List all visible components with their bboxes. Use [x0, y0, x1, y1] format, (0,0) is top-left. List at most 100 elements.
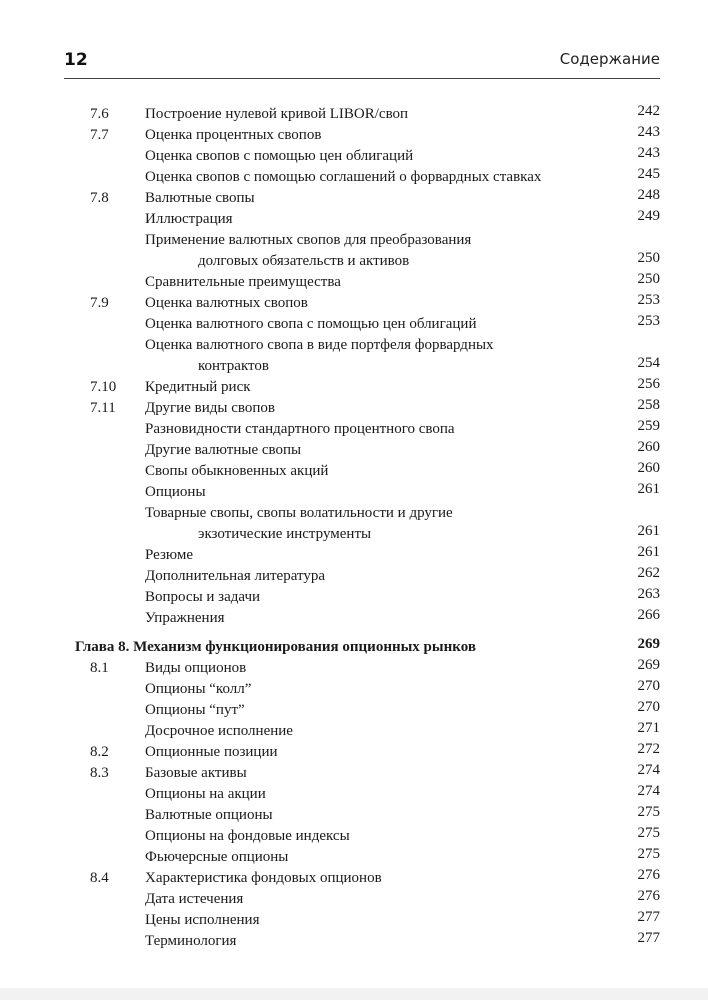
toc-entry: Опционы на акции 274	[0, 783, 708, 805]
toc-page-number: 274	[637, 762, 661, 778]
toc-entry-title: Кредитный риск	[145, 379, 251, 395]
toc-page-number: 275	[637, 825, 661, 841]
toc-entry: Вопросы и задачи 263	[0, 586, 708, 608]
toc-entry: Иллюстрация 249	[0, 208, 708, 230]
toc-entry-title: Опционные позиции	[145, 744, 278, 760]
table-of-contents: 7.6 Построение нулевой кривой LIBOR/своп 2…	[0, 103, 708, 952]
toc-page-number: 242	[637, 103, 661, 119]
toc-entry: Оценка свопов с помощью соглашений о фор…	[0, 166, 708, 188]
toc-entry-title: Товарные свопы, свопы волатильности и др…	[145, 505, 453, 521]
toc-entry-title: Виды опционов	[145, 660, 247, 676]
toc-entry: Разновидности стандартного процентного с…	[0, 418, 708, 440]
toc-entry-title: Фьючерсные опционы	[145, 849, 289, 865]
toc-section-number: 7.11	[90, 400, 116, 416]
toc-entry-title-continued: долговых обязательств и активов	[198, 253, 410, 269]
toc-page-number: 274	[637, 783, 661, 799]
toc-entry-title: Построение нулевой кривой LIBOR/своп	[145, 106, 409, 122]
toc-page-number: 275	[637, 804, 661, 820]
header-rule	[64, 78, 660, 79]
toc-entry-title: Опционы на акции	[145, 786, 266, 802]
toc-page-number: 253	[637, 292, 661, 308]
toc-page-number: 277	[637, 930, 661, 946]
toc-page-number: 269	[637, 657, 661, 673]
toc-page-number: 243	[637, 145, 661, 161]
toc-entry: Опционы 261	[0, 481, 708, 503]
toc-entry: Оценка свопов с помощью цен облигаций 243	[0, 145, 708, 167]
toc-entry: Применение валютных свопов для преобразо…	[0, 230, 708, 272]
toc-entry-title: Опционы	[145, 484, 206, 500]
toc-section-number: 8.4	[90, 870, 109, 886]
toc-entry: 8.2 Опционные позиции 272	[0, 741, 708, 763]
toc-page-number: 249	[637, 208, 661, 224]
toc-entry: Фьючерсные опционы 275	[0, 846, 708, 868]
toc-page-number: 256	[637, 376, 661, 392]
toc-entry: Оценка валютного свопа с помощью цен обл…	[0, 313, 708, 335]
toc-entry-title: Оценка процентных свопов	[145, 127, 322, 143]
toc-section-number: 7.7	[90, 127, 109, 143]
toc-entry-title: Вопросы и задачи	[145, 589, 261, 605]
toc-section-number: 7.6	[90, 106, 109, 122]
toc-page-number: 269	[637, 636, 661, 652]
toc-entry-title: Опционы “пут”	[145, 702, 245, 718]
toc-entry-title-continued: экзотические инструменты	[198, 526, 372, 542]
toc-page-number: 258	[637, 397, 661, 413]
toc-entry: Валютные опционы 275	[0, 804, 708, 826]
toc-entry: Свопы обыкновенных акций 260	[0, 460, 708, 482]
toc-entry: 7.11 Другие виды свопов 258	[0, 397, 708, 419]
toc-page-number: 263	[637, 586, 661, 602]
toc-entry: Сравнительные преимущества 250	[0, 271, 708, 293]
toc-page-number: 243	[637, 124, 661, 140]
toc-chapter-heading: Глава 8. Механизм функционирования опцио…	[0, 636, 708, 658]
toc-page-number: 260	[637, 460, 661, 476]
toc-entry: Дополнительная литература 262	[0, 565, 708, 587]
toc-entry-title: Оценка свопов с помощью соглашений о фор…	[145, 169, 542, 185]
toc-page-number: 260	[637, 439, 661, 455]
toc-entry: Другие валютные свопы 260	[0, 439, 708, 461]
toc-page-number: 248	[637, 187, 661, 203]
toc-entry: Товарные свопы, свопы волатильности и др…	[0, 503, 708, 545]
toc-page-number: 275	[637, 846, 661, 862]
toc-entry: 7.6 Построение нулевой кривой LIBOR/своп 2…	[0, 103, 708, 125]
toc-entry-title: Резюме	[145, 547, 194, 563]
toc-entry-title: Валютные свопы	[145, 190, 255, 206]
toc-entry-title: Применение валютных свопов для преобразо…	[145, 232, 472, 248]
toc-entry-title: Характеристика фондовых опционов	[145, 870, 382, 886]
toc-section-number: 8.1	[90, 660, 109, 676]
toc-entry-title: Досрочное исполнение	[145, 723, 293, 739]
toc-page-number: 277	[637, 909, 661, 925]
toc-page-number: 261	[637, 481, 661, 497]
toc-entry-title: Дата истечения	[145, 891, 244, 907]
toc-entry-title: Глава 8. Механизм функционирования опцио…	[75, 639, 476, 655]
toc-page-number: 259	[637, 418, 661, 434]
toc-entry-title: Дополнительная литература	[145, 568, 325, 584]
toc-entry-title: Цены исполнения	[145, 912, 260, 928]
toc-section-number: 7.10	[90, 379, 117, 395]
toc-entry-title: Иллюстрация	[145, 211, 233, 227]
toc-entry: 7.10 Кредитный риск 256	[0, 376, 708, 398]
toc-page-number: 276	[637, 888, 661, 904]
toc-entry-title: Оценка валютных свопов	[145, 295, 308, 311]
toc-entry-title: Другие виды свопов	[145, 400, 275, 416]
toc-entry: 7.7 Оценка процентных свопов 243	[0, 124, 708, 146]
toc-page-number: 266	[637, 607, 661, 623]
toc-entry-title: Упражнения	[145, 610, 225, 626]
toc-entry: 8.1 Виды опционов 269	[0, 657, 708, 679]
toc-page-number: 261	[637, 544, 661, 560]
toc-entry-title: Оценка валютного свопа в виде портфеля ф…	[145, 337, 494, 353]
toc-entry-title: Валютные опционы	[145, 807, 273, 823]
toc-page-number: 270	[637, 678, 661, 694]
toc-page-number: 254	[637, 355, 661, 371]
toc-entry-title: Разновидности стандартного процентного с…	[145, 421, 455, 437]
toc-entry-title-continued: контрактов	[198, 358, 269, 374]
toc-section-number: 7.8	[90, 190, 109, 206]
toc-entry-title: Опционы “колл”	[145, 681, 252, 697]
toc-entry-title: Свопы обыкновенных акций	[145, 463, 329, 479]
toc-entry: Оценка валютного свопа в виде портфеля ф…	[0, 335, 708, 377]
toc-entry: Упражнения 266	[0, 607, 708, 629]
toc-entry-title: Другие валютные свопы	[145, 442, 302, 458]
toc-entry: Резюме 261	[0, 544, 708, 566]
toc-section-number: 8.3	[90, 765, 109, 781]
toc-page-number: 270	[637, 699, 661, 715]
toc-entry-title: Базовые активы	[145, 765, 247, 781]
